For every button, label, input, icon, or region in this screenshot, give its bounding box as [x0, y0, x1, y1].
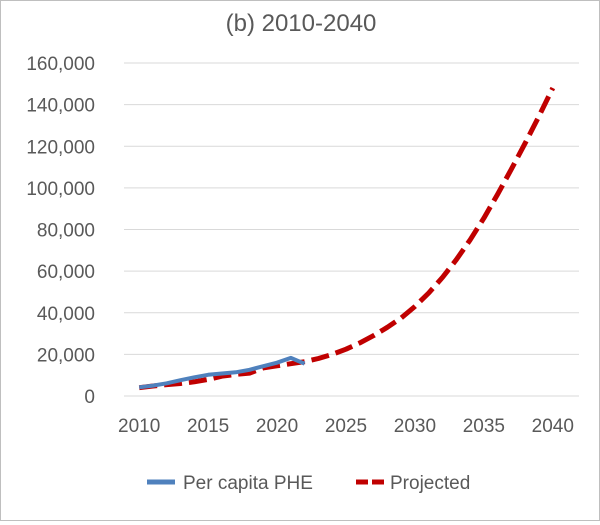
y-tick-label: 140,000 [26, 96, 95, 117]
y-tick-label: 40,000 [37, 304, 95, 325]
series-line-projected [138, 86, 556, 391]
x-tick-label: 2040 [532, 416, 574, 437]
x-tick-label: 2020 [256, 416, 298, 437]
y-tick-label: 20,000 [37, 345, 95, 366]
legend-item-per-capita-phe-label: Per capita PHE [183, 473, 313, 494]
y-tick-labels: 0 20,000 40,000 60,000 80,000 100,000 120,000 1… [26, 54, 95, 408]
y-tick-label: 0 [84, 387, 95, 408]
y-tick-label: 120,000 [26, 137, 95, 158]
gridlines [124, 62, 579, 397]
legend: Per capita PHE Projected [147, 473, 470, 494]
x-tick-label: 2025 [325, 416, 367, 437]
legend-item-projected-label: Projected [390, 473, 470, 494]
x-tick-labels: 2010 2015 2020 2025 2030 2035 2040 [118, 416, 574, 437]
series-line-per-capita-phe [138, 355, 306, 390]
chart-title: (b) 2010-2040 [226, 10, 377, 37]
y-tick-label: 160,000 [26, 54, 95, 75]
y-tick-label: 60,000 [37, 262, 95, 283]
x-tick-label: 2010 [118, 416, 160, 437]
y-tick-label: 80,000 [37, 221, 95, 242]
x-tick-label: 2035 [463, 416, 505, 437]
series-lines [138, 86, 556, 391]
x-tick-label: 2030 [394, 416, 436, 437]
x-tick-label: 2015 [187, 416, 229, 437]
y-tick-label: 100,000 [26, 179, 95, 200]
